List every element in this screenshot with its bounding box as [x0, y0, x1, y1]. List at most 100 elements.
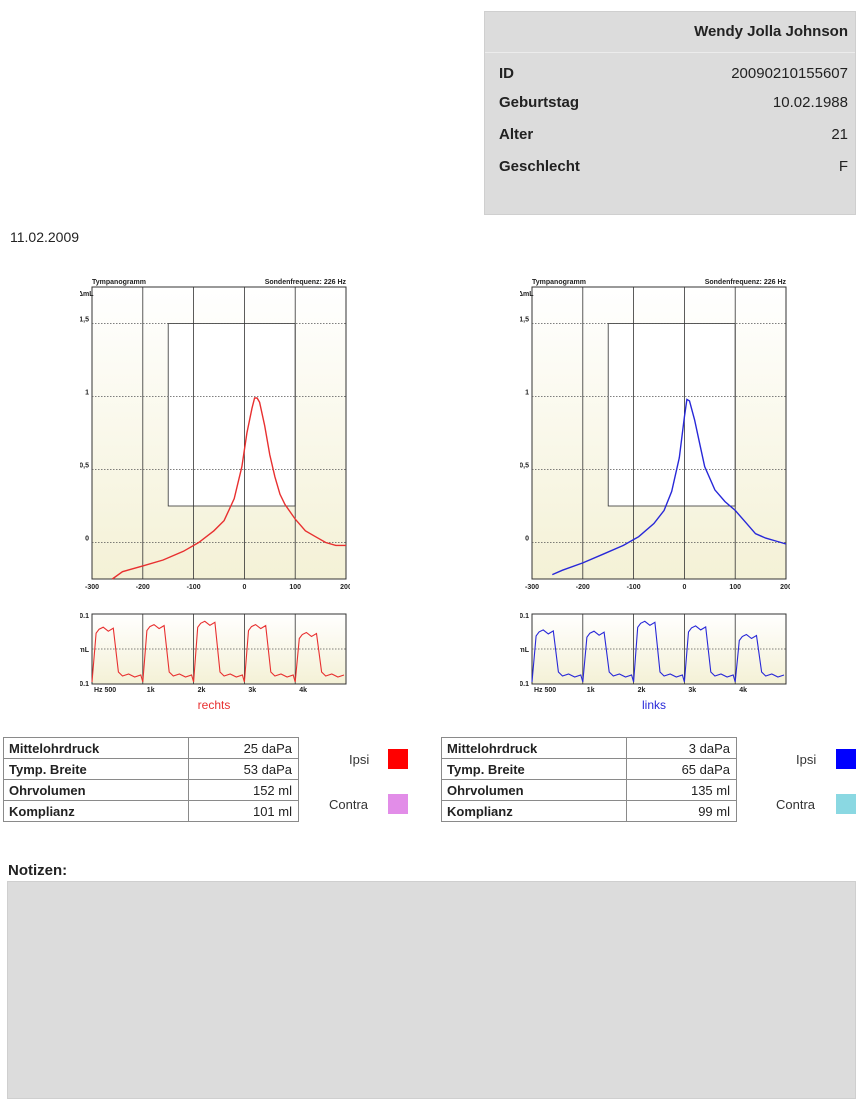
notes-title: Notizen: [8, 862, 68, 879]
row-label: Mittelohrdruck [2, 737, 190, 759]
x-tick-label: -100 [627, 584, 641, 591]
field-label: ID [499, 65, 514, 82]
y-axis-label: ΔmL [80, 291, 94, 298]
field-value: 10.02.1988 [772, 94, 848, 111]
patient-row-id: ID 20090210155607 [499, 65, 848, 85]
patient-row-age: Alter 21 [499, 126, 848, 146]
legend-ipsi-swatch [388, 749, 408, 769]
tympanogram-curve [111, 397, 346, 580]
legend-contra-swatch [836, 794, 856, 814]
x-tick-label: 200 [340, 584, 350, 591]
field-value: 20090210155607 [731, 65, 848, 82]
row-label: Komplianz [440, 800, 628, 822]
row-label: Tymp. Breite [440, 758, 628, 780]
y-axis-label: ΔmL [520, 291, 534, 298]
patient-row-birthday: Geburtstag 10.02.1988 [499, 94, 848, 114]
y-tick-label: 1,5 [520, 317, 529, 324]
reflex-y-top: -0.1 [520, 613, 529, 620]
y-tick-label: 1 [525, 390, 529, 397]
tympanogram-right-chart: Tympanogramm Sondenfrequenz: 226 Hz ΔmL 1,5… [80, 276, 350, 716]
reflex-x-label: 4k [739, 687, 747, 694]
tympanogram-curve [552, 398, 787, 576]
results-table-right: Mittelohrdruck 25 daPa Tymp. Breite 53 daP… [2, 737, 299, 822]
reflex-trace [531, 620, 785, 683]
row-label: Tymp. Breite [2, 758, 190, 780]
reflex-y-bottom: +0.1 [520, 681, 529, 688]
x-tick-label: -300 [525, 584, 539, 591]
reflex-x-label: 4k [299, 687, 307, 694]
table-row: Tymp. Breite 53 daPa [2, 758, 299, 780]
side-label: links [642, 698, 666, 712]
row-value: 152 ml [188, 779, 299, 801]
table-row: Tymp. Breite 65 daPa [440, 758, 737, 780]
x-tick-label: -300 [85, 584, 99, 591]
x-tick-label: 100 [289, 584, 301, 591]
row-value: 25 daPa [188, 737, 299, 759]
chart-subtitle: Sondenfrequenz: 226 Hz [265, 279, 347, 286]
field-label: Geburtstag [499, 94, 580, 111]
normal-range-box [607, 323, 736, 507]
exam-date: 11.02.2009 [10, 229, 80, 245]
x-tick-label: -200 [136, 584, 150, 591]
y-tick-label: 1,5 [80, 317, 89, 324]
row-label: Mittelohrdruck [440, 737, 628, 759]
x-tick-label: 100 [729, 584, 741, 591]
y-tick-label: 0,5 [80, 463, 89, 470]
reflex-x-label: Hz 500 [94, 687, 116, 694]
chart-title: Tympanogramm [532, 279, 586, 286]
reflex-x-label: 1k [147, 687, 155, 694]
table-row: Ohrvolumen 152 ml [2, 779, 299, 801]
x-tick-label: -200 [576, 584, 590, 591]
table-row: Ohrvolumen 135 ml [440, 779, 737, 801]
table-row: Mittelohrdruck 3 daPa [440, 737, 737, 759]
table-row: Komplianz 101 ml [2, 800, 299, 822]
y-tick-label: 0 [85, 536, 89, 543]
row-value: 3 daPa [626, 737, 737, 759]
patient-info-panel: Wendy Jolla Johnson ID 20090210155607 Ge… [484, 11, 856, 215]
legend-ipsi-label: Ipsi [349, 752, 370, 767]
reflex-trace [91, 620, 345, 683]
reflex-x-label: 2k [198, 687, 206, 694]
reflex-x-label: Hz 500 [534, 687, 556, 694]
table-row: Komplianz 99 ml [440, 800, 737, 822]
reflex-y-label: ΔmL [80, 647, 90, 654]
table-row: Mittelohrdruck 25 daPa [2, 737, 299, 759]
legend-ipsi-label: Ipsi [796, 752, 817, 767]
patient-row-gender: Geschlecht F [499, 158, 848, 178]
y-tick-label: 1 [85, 390, 89, 397]
divider [485, 52, 855, 53]
tympanogram-left-chart: Tympanogramm Sondenfrequenz: 226 Hz ΔmL 1,5… [520, 276, 790, 716]
row-value: 135 ml [626, 779, 737, 801]
reflex-x-label: 1k [587, 687, 595, 694]
legend-contra-swatch [388, 794, 408, 814]
patient-name: Wendy Jolla Johnson [694, 23, 848, 40]
row-value: 65 daPa [626, 758, 737, 780]
notes-textarea[interactable] [7, 881, 856, 1099]
y-tick-label: 0 [525, 536, 529, 543]
field-value: F [838, 158, 848, 175]
legend-ipsi-swatch [836, 749, 856, 769]
x-tick-label: 0 [242, 584, 246, 591]
chart-svg: Tympanogramm Sondenfrequenz: 226 Hz ΔmL 1,5… [520, 279, 790, 712]
row-value: 99 ml [626, 800, 737, 822]
row-value: 101 ml [188, 800, 299, 822]
side-label: rechts [198, 698, 231, 712]
results-table-left: Mittelohrdruck 3 daPa Tymp. Breite 65 daPa… [440, 737, 737, 822]
reflex-x-label: 3k [248, 687, 256, 694]
field-label: Geschlecht [499, 158, 580, 175]
reflex-y-top: -0.1 [80, 613, 89, 620]
row-label: Komplianz [2, 800, 190, 822]
legend-contra-label: Contra [329, 797, 369, 812]
row-value: 53 daPa [188, 758, 299, 780]
x-tick-label: -100 [187, 584, 201, 591]
legend-contra-label: Contra [776, 797, 816, 812]
field-value: 21 [831, 126, 848, 143]
reflex-x-label: 2k [638, 687, 646, 694]
chart-svg: Tympanogramm Sondenfrequenz: 226 Hz ΔmL 1,5… [80, 279, 350, 712]
reflex-y-bottom: +0.1 [80, 681, 89, 688]
y-tick-label: 0,5 [520, 463, 529, 470]
reflex-y-label: ΔmL [520, 647, 530, 654]
chart-subtitle: Sondenfrequenz: 226 Hz [705, 279, 787, 286]
x-tick-label: 0 [682, 584, 686, 591]
row-label: Ohrvolumen [440, 779, 628, 801]
